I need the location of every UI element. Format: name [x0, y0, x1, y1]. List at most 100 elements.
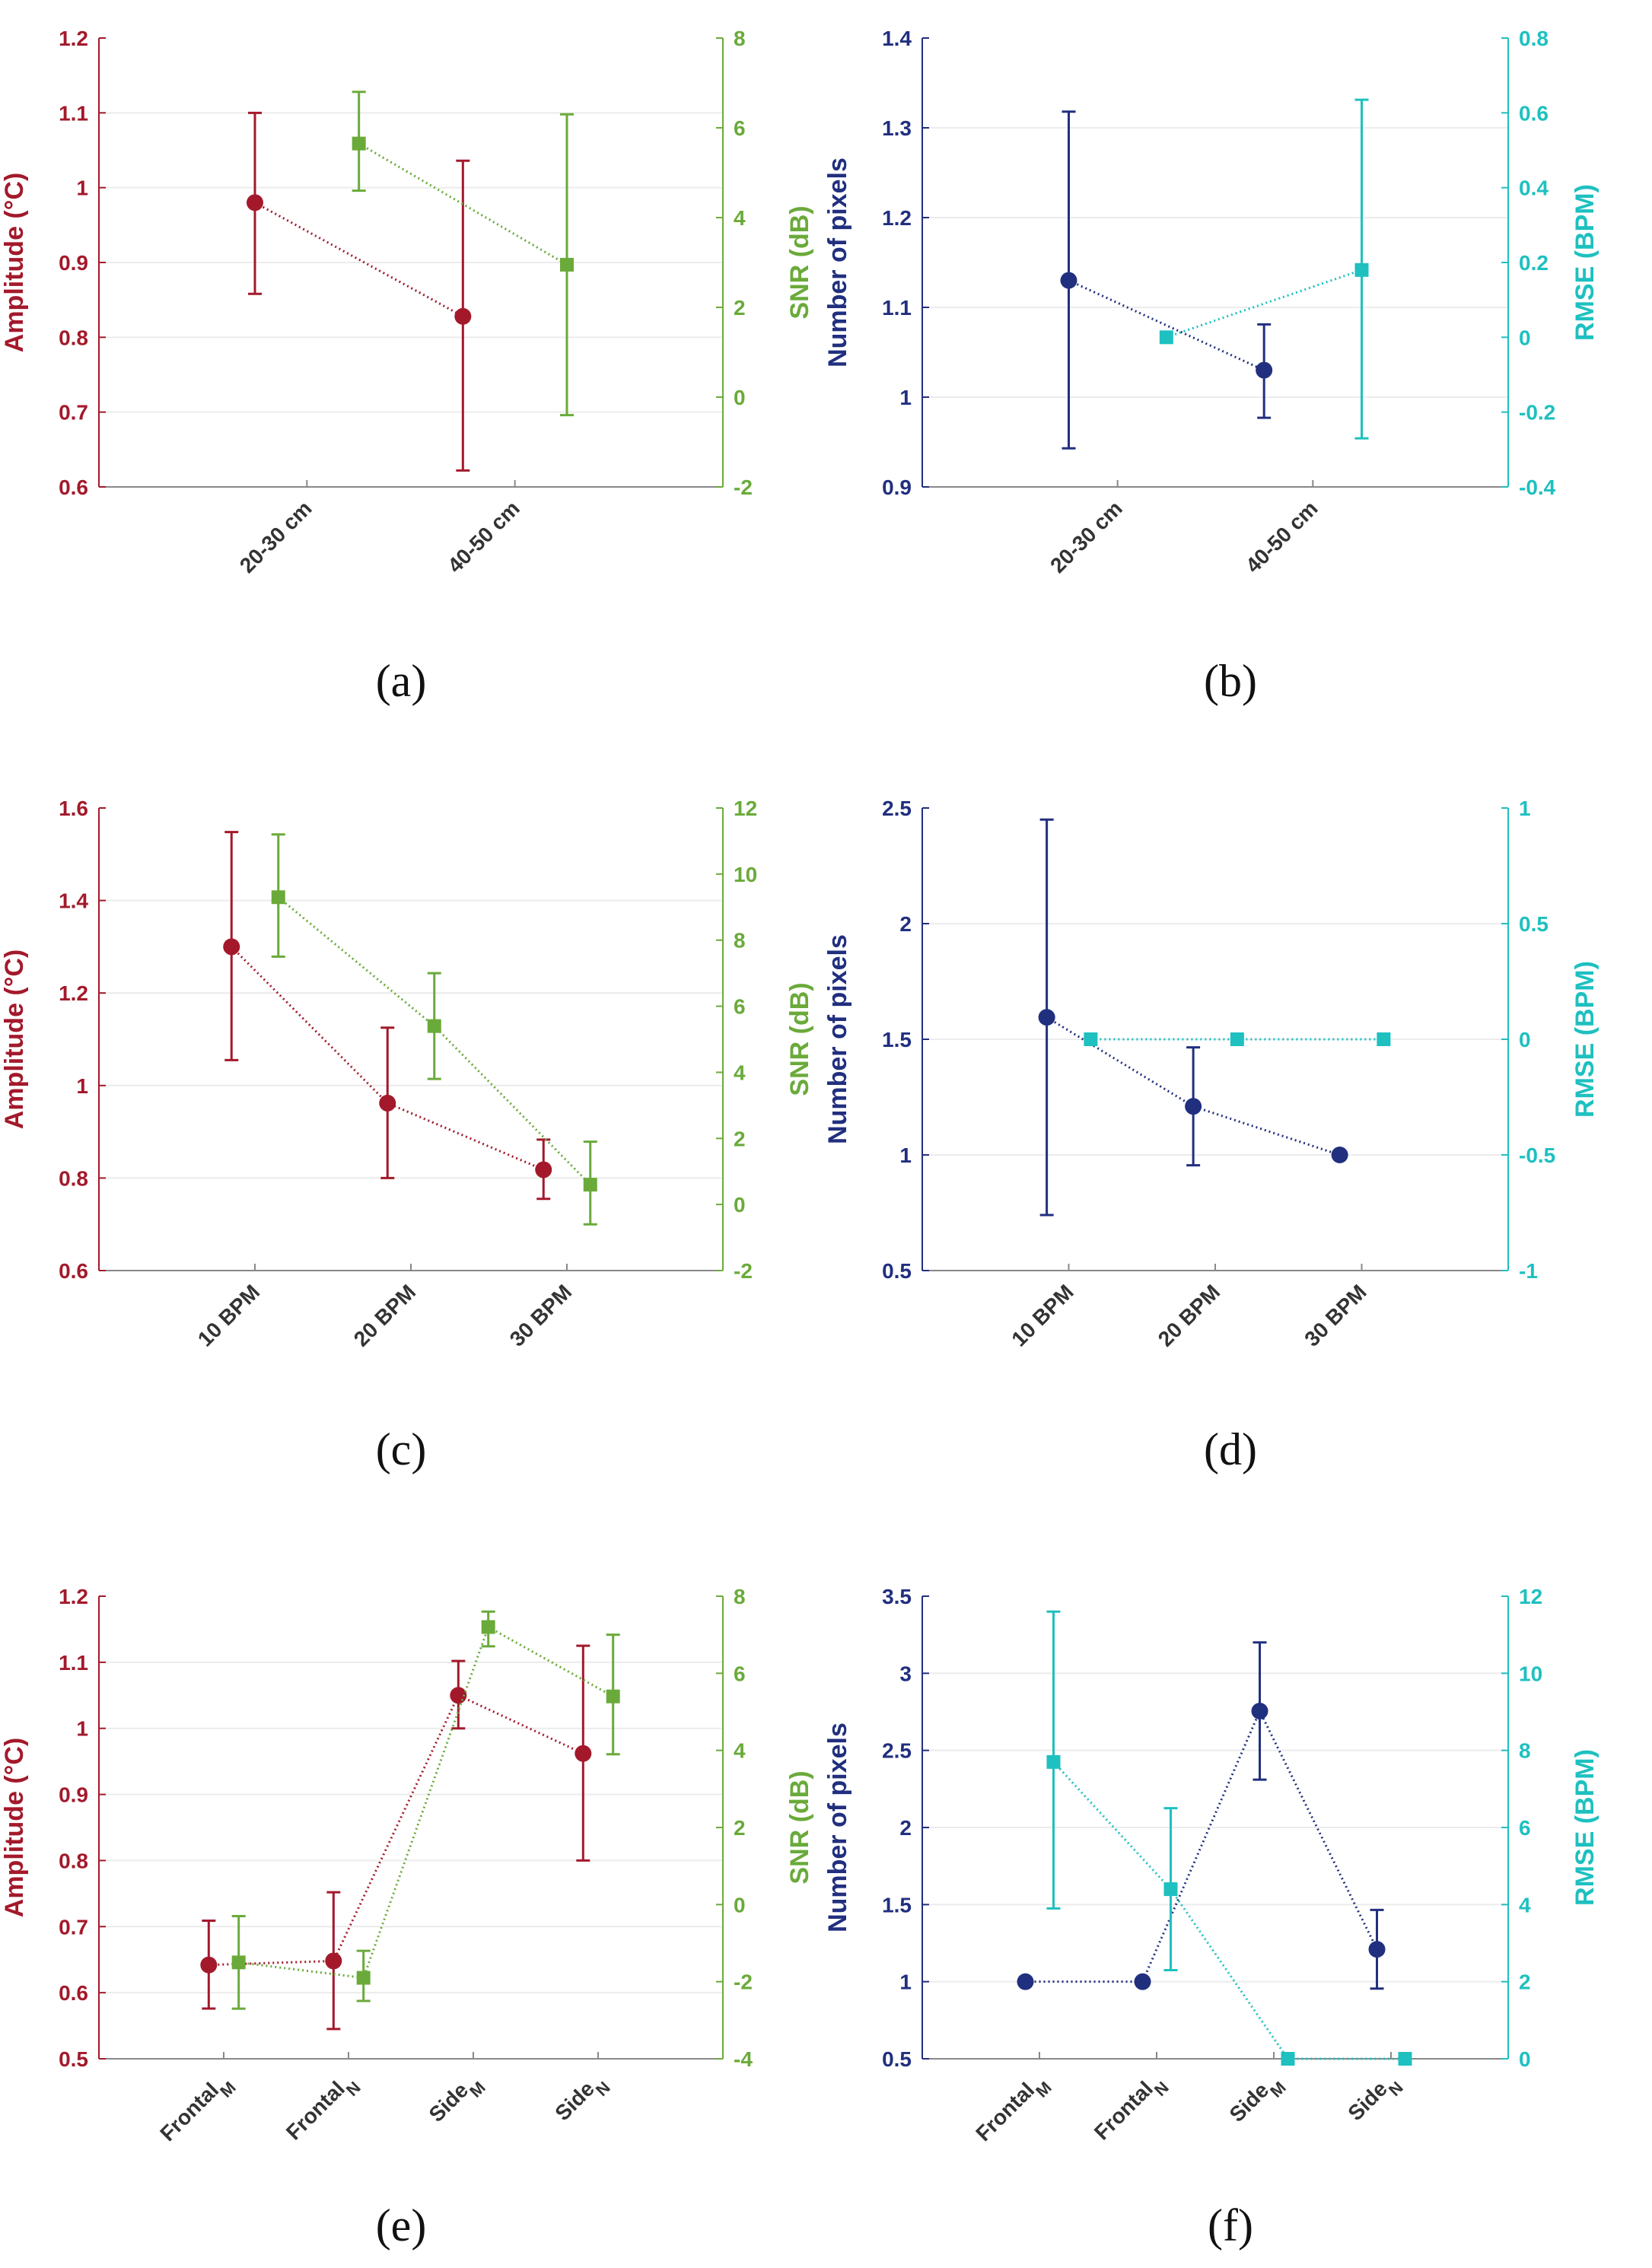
data-point — [1256, 361, 1273, 379]
data-point — [1038, 1009, 1055, 1026]
panel-caption: (e) — [376, 2200, 427, 2251]
x-tick-label-main: 10 BPM — [193, 1280, 264, 1350]
series-snr — [352, 91, 574, 417]
right-tick-label: 0.5 — [1519, 912, 1549, 936]
left-tick-label: 1 — [899, 1971, 912, 1994]
series-line — [238, 1625, 614, 1980]
left-tick-label: 2 — [899, 912, 912, 936]
left-tick-label: 1 — [899, 1144, 912, 1167]
left-tick-label: 1.5 — [882, 1893, 912, 1917]
panel-d: 0.5 1 1.5 2 2.5 -1 -0.5 0 0.5 1 Number of pixels RM… — [823, 797, 1599, 1474]
x-tick-label-main: 40-50 cm — [1241, 496, 1323, 577]
x-tick-label-main: 40-50 cm — [443, 496, 524, 577]
left-tick-label: 3 — [899, 1662, 912, 1685]
right-tick-label: 8 — [734, 27, 746, 50]
left-axis-label: Amplitude (°C) — [0, 173, 29, 352]
x-tick-label: 40-50 cm — [443, 496, 524, 577]
x-tick-label: 10 BPM — [193, 1280, 264, 1350]
data-point — [1185, 1098, 1202, 1115]
x-tick-label-main: Frontal — [155, 2078, 223, 2146]
data-point — [1159, 330, 1173, 345]
right-tick-label: 6 — [1519, 1816, 1531, 1840]
x-tick-label: SideM — [1225, 2068, 1290, 2133]
right-tick-label: 8 — [734, 1585, 746, 1608]
data-point — [1377, 1032, 1391, 1046]
left-tick-label: 0.6 — [59, 1981, 88, 2005]
x-tick-label-main: 20-30 cm — [235, 496, 317, 577]
left-tick-label: 1.6 — [59, 797, 88, 820]
data-point — [200, 1956, 218, 1974]
data-point — [606, 1689, 620, 1703]
x-tick-label-main: Frontal — [1090, 2077, 1157, 2145]
x-tick-label-main: 30 BPM — [505, 1280, 576, 1350]
right-tick-label: -0.4 — [1519, 476, 1556, 499]
data-point — [1046, 1754, 1061, 1769]
right-tick-label: 6 — [734, 1662, 746, 1685]
left-axis-label: Number of pixels — [823, 1722, 852, 1932]
data-point — [1230, 1032, 1244, 1046]
x-tick-label: FrontalN — [1090, 2068, 1172, 2150]
panel-f: 0.5 1 1.5 2 2.5 3 3.5 0 2 4 6 8 10 12 Number of pixels… — [823, 1585, 1599, 2251]
series-line — [1046, 1016, 1341, 1156]
data-point — [271, 890, 285, 905]
data-point — [535, 1161, 552, 1179]
right-tick-label: 12 — [734, 797, 757, 820]
left-tick-label: 1.2 — [59, 1585, 88, 1608]
right-tick-label: 0.6 — [1519, 101, 1549, 125]
x-tick-label-main: Side — [1225, 2078, 1274, 2126]
left-tick-label: 2.5 — [882, 1739, 912, 1763]
data-point — [1060, 272, 1077, 289]
right-tick-label: -2 — [734, 1259, 753, 1283]
left-tick-label: 1.2 — [59, 27, 88, 50]
data-point — [325, 1952, 342, 1970]
x-tick-label: FrontalN — [282, 2068, 364, 2150]
series-number-of-pixels — [1038, 818, 1348, 1217]
series-line — [231, 946, 544, 1171]
data-point — [1084, 1032, 1098, 1046]
right-tick-label: 0.8 — [1519, 27, 1549, 50]
right-tick-label: 4 — [734, 1739, 746, 1763]
right-tick-label: 0 — [1519, 2047, 1531, 2071]
right-tick-label: 2 — [1519, 1971, 1531, 1994]
left-tick-label: 1.3 — [882, 116, 912, 140]
data-point — [356, 1971, 371, 1985]
left-tick-label: 1.1 — [59, 101, 88, 125]
left-tick-label: 1.2 — [882, 206, 912, 230]
data-point — [379, 1094, 396, 1112]
left-tick-label: 0.8 — [59, 1166, 88, 1190]
data-point — [247, 194, 263, 212]
data-point — [231, 1955, 246, 1970]
right-tick-label: 1 — [1519, 797, 1531, 820]
right-tick-label: 0 — [1519, 326, 1531, 349]
right-tick-label: 4 — [734, 206, 746, 230]
x-tick-label-main: 20 BPM — [349, 1280, 420, 1350]
right-axis-label: RMSE (BPM) — [1571, 961, 1599, 1118]
series-amplitude — [247, 111, 472, 472]
right-tick-label: 2 — [734, 1127, 746, 1150]
right-tick-label: 0 — [734, 386, 746, 409]
right-tick-label: -0.5 — [1519, 1144, 1555, 1167]
right-tick-label: -1 — [1519, 1259, 1538, 1283]
data-point — [1134, 1973, 1151, 1990]
series-number-of-pixels — [1060, 110, 1273, 450]
left-tick-label: 1.1 — [882, 296, 912, 320]
data-point — [1281, 2052, 1295, 2066]
left-axis-label: Amplitude (°C) — [0, 950, 29, 1129]
right-axis-label: RMSE (BPM) — [1571, 1749, 1599, 1906]
x-tick-label-main: Side — [550, 2077, 599, 2126]
right-tick-label: 0 — [734, 1193, 746, 1217]
left-tick-label: 1 — [76, 177, 88, 200]
series-line — [1068, 279, 1265, 371]
x-tick-label: SideN — [550, 2068, 613, 2131]
series-rmse — [1159, 98, 1369, 440]
left-tick-label: 0.9 — [882, 476, 912, 499]
left-axis-label: Number of pixels — [823, 934, 852, 1144]
panel-caption: (a) — [376, 656, 427, 706]
x-tick-label: 20-30 cm — [1046, 496, 1127, 577]
left-tick-label: 0.6 — [59, 1259, 88, 1283]
right-tick-label: 0 — [734, 1893, 746, 1917]
panel-a: 0.6 0.7 0.8 0.9 1 1.1 1.2 -2 0 2 4 6 8 Amplitude (°C)… — [0, 27, 814, 706]
left-tick-label: 1 — [899, 386, 912, 409]
data-point — [427, 1019, 441, 1033]
